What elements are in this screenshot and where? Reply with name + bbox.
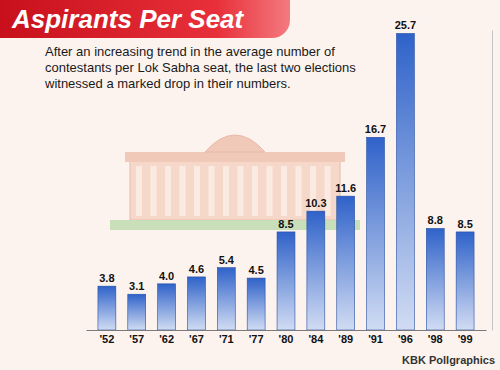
x-tick-label: '77	[249, 333, 264, 345]
chart-container: 3.8 3.1 4.0 4.6 5.4 4.5 8.5 10.3 11.6 16.7 25.7 8.8…	[0, 0, 500, 370]
x-tick: '89	[338, 330, 353, 345]
x-tick-label: '52	[99, 333, 114, 345]
building-column	[209, 166, 215, 216]
building-column	[281, 166, 287, 216]
bar	[247, 278, 265, 330]
data-label: 5.4	[219, 254, 235, 266]
x-tick-label: '62	[159, 333, 174, 345]
building-column	[223, 166, 229, 216]
x-tick: '77	[249, 330, 264, 345]
building-column	[296, 166, 302, 216]
x-axis-line	[87, 330, 487, 331]
bar	[456, 232, 474, 330]
x-tick: '67	[189, 330, 204, 345]
y-axis	[492, 31, 493, 331]
source-note: KBK Pollgraphics	[402, 354, 495, 366]
bar	[307, 211, 325, 330]
x-tick: '57	[129, 330, 144, 345]
building-column	[165, 166, 171, 216]
x-tick: '80	[279, 330, 294, 345]
x-tick: '71	[219, 330, 234, 345]
x-tick-label: '84	[308, 333, 324, 345]
data-label: 3.1	[129, 280, 144, 292]
building-roof	[125, 152, 345, 162]
data-label: 16.7	[365, 123, 386, 135]
bar	[337, 196, 355, 330]
building-column	[151, 166, 157, 216]
data-label: 4.5	[249, 264, 264, 276]
data-label: 8.5	[457, 218, 472, 230]
bar	[426, 228, 444, 330]
x-tick: '91	[368, 330, 383, 345]
bar	[98, 286, 116, 330]
subtitle: After an increasing trend in the average…	[45, 44, 385, 92]
building-column	[267, 166, 273, 216]
building-column	[252, 166, 258, 216]
data-label: 3.8	[99, 272, 114, 284]
x-axis: '52 '57 '62 '67 '71 '77 '80 '84 '89 '91 '96 '98 '99	[87, 330, 487, 345]
x-tick-label: '71	[219, 333, 234, 345]
x-tick-label: '80	[279, 333, 294, 345]
x-tick-label: '99	[458, 333, 473, 345]
data-label: 4.6	[189, 263, 204, 275]
bar	[158, 284, 176, 330]
x-tick: '98	[428, 330, 443, 345]
building-column	[136, 166, 142, 216]
bar	[396, 33, 414, 330]
building-column	[194, 166, 200, 216]
building-column	[238, 166, 244, 216]
x-tick-label: '89	[338, 333, 353, 345]
y-axis-line	[492, 31, 493, 331]
building-dome	[205, 135, 265, 152]
x-tick: '99	[458, 330, 473, 345]
bar	[217, 268, 235, 330]
x-tick: '96	[398, 330, 413, 345]
x-tick-label: '57	[129, 333, 144, 345]
data-label: 10.3	[305, 197, 326, 209]
title: Aspirants Per Seat	[0, 0, 290, 38]
data-label: 4.0	[159, 270, 174, 282]
data-label: 8.8	[428, 214, 443, 226]
x-tick-label: '98	[428, 333, 443, 345]
bar	[367, 137, 385, 330]
bar	[128, 294, 146, 330]
bar	[277, 232, 295, 330]
x-tick-label: '91	[368, 333, 383, 345]
data-label: 25.7	[395, 19, 416, 31]
x-tick-label: '96	[398, 333, 413, 345]
bar	[187, 277, 205, 330]
data-label: 8.5	[278, 218, 293, 230]
data-label: 11.6	[335, 182, 356, 194]
building-column	[180, 166, 186, 216]
x-tick: '62	[159, 330, 174, 345]
x-tick-label: '67	[189, 333, 204, 345]
x-tick: '84	[308, 330, 324, 345]
x-tick: '52	[99, 330, 114, 345]
